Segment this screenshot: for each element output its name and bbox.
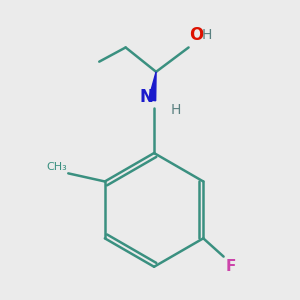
Polygon shape <box>148 72 156 101</box>
Text: H: H <box>170 103 181 117</box>
Text: CH₃: CH₃ <box>46 162 67 172</box>
Text: F: F <box>226 259 236 274</box>
Text: N: N <box>139 88 153 106</box>
Text: H: H <box>202 28 212 42</box>
Text: O: O <box>190 26 204 44</box>
